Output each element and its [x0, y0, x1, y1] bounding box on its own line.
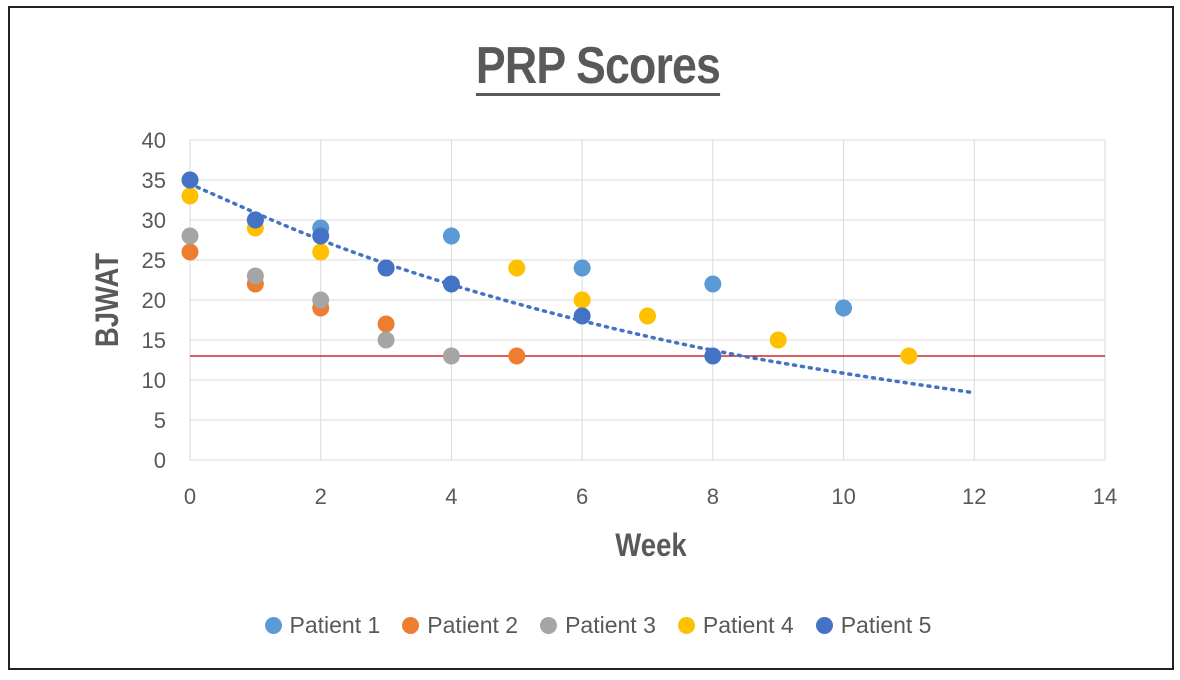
chart-legend: Patient 1 Patient 2 Patient 3 Patient 4 Pati… [0, 612, 1180, 639]
y-tick-label: 35 [142, 168, 166, 193]
data-point-patient-5 [704, 347, 722, 365]
legend-marker [815, 617, 833, 634]
x-tick-label: 14 [1093, 484, 1117, 509]
y-tick-label: 15 [142, 328, 166, 353]
data-point-patient-4 [312, 243, 330, 261]
legend-item-patient-4: Patient 4 [677, 612, 794, 639]
chart-title-text: PRP Scores [475, 37, 721, 95]
data-point-patient-5 [442, 275, 460, 293]
axis-ticks: 0 5 10 15 20 25 30 35 40 0 2 4 6 8 10 12 14 [142, 128, 1118, 509]
legend-item-patient-5: Patient 5 [815, 612, 932, 639]
data-point-patient-5 [181, 171, 199, 189]
data-point-patient-3 [181, 227, 199, 245]
legend-item-patient-1: Patient 1 [264, 612, 381, 639]
data-point-patient-2 [377, 315, 395, 333]
x-tick-label: 10 [831, 484, 855, 509]
legend-marker [402, 617, 420, 634]
x-tick-label: 4 [445, 484, 457, 509]
data-point-patient-4 [573, 291, 591, 309]
legend-label: Patient 5 [840, 612, 932, 638]
legend-label: Patient 4 [702, 612, 794, 638]
y-tick-label: 5 [154, 408, 166, 433]
y-tick-label: 0 [154, 448, 166, 473]
data-points [181, 171, 918, 365]
legend-item-patient-3: Patient 3 [540, 612, 656, 639]
chart-title: PRP Scores [84, 36, 1113, 96]
data-point-patient-4 [181, 187, 199, 205]
chart-frame [8, 6, 1174, 670]
data-point-patient-2 [181, 243, 199, 261]
data-point-patient-1 [704, 275, 722, 293]
legend-label: Patient 1 [289, 612, 381, 638]
legend-marker [264, 617, 282, 634]
y-tick-label: 30 [142, 208, 166, 233]
legend-label: Patient 3 [565, 612, 656, 638]
x-tick-label: 0 [184, 484, 196, 509]
x-tick-label: 12 [962, 484, 986, 509]
data-point-patient-4 [639, 307, 656, 325]
data-point-patient-5 [246, 211, 264, 229]
y-tick-label: 25 [142, 248, 166, 273]
data-point-patient-5 [312, 227, 330, 245]
data-point-patient-4 [508, 259, 526, 277]
y-tick-label: 40 [142, 128, 166, 153]
legend-marker [540, 617, 558, 634]
x-tick-label: 2 [315, 484, 327, 509]
y-tick-label: 10 [142, 368, 166, 393]
x-axis-label: Week [615, 528, 687, 563]
data-point-patient-1 [835, 299, 853, 317]
data-point-patient-3 [377, 331, 395, 349]
data-point-patient-3 [442, 347, 460, 365]
x-tick-label: 8 [707, 484, 719, 509]
legend-marker [677, 617, 695, 634]
data-point-patient-5 [377, 259, 395, 277]
data-point-patient-5 [573, 307, 591, 325]
data-point-patient-4 [769, 331, 787, 349]
x-tick-label: 6 [576, 484, 588, 509]
y-axis-label: BJWAT [90, 253, 125, 347]
legend-item-patient-2: Patient 2 [402, 612, 518, 639]
data-point-patient-1 [573, 259, 591, 277]
legend-label: Patient 2 [427, 612, 519, 638]
data-point-patient-3 [246, 267, 264, 285]
data-point-patient-3 [312, 291, 330, 309]
data-point-patient-2 [508, 347, 526, 365]
data-point-patient-4 [900, 347, 918, 365]
y-tick-label: 20 [142, 288, 166, 313]
data-point-patient-1 [442, 227, 460, 245]
